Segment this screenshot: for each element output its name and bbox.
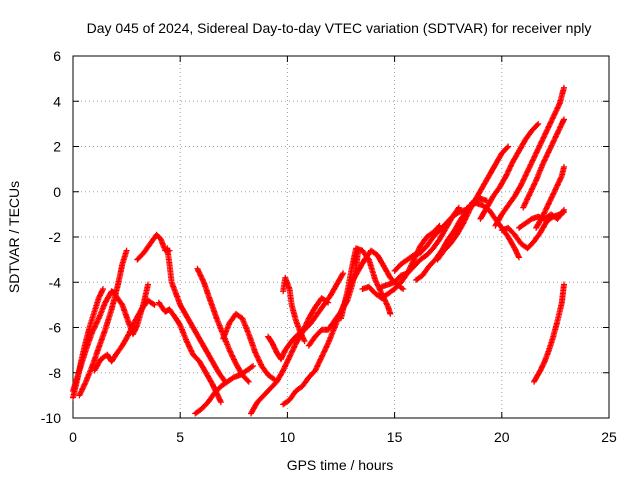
series-markers (76, 247, 130, 399)
series-arc-31 (531, 281, 567, 385)
y-tick-label: -6 (49, 320, 62, 336)
series-arc-26 (492, 84, 567, 229)
series-markers (531, 281, 567, 385)
series-arc-13 (265, 270, 347, 363)
series-arc-30 (533, 163, 567, 231)
series-markers (338, 245, 394, 322)
chart-title: Day 045 of 2024, Sidereal Day-to-day VTE… (87, 20, 592, 36)
series-markers (164, 245, 229, 385)
series-arc-14 (280, 274, 308, 345)
y-tick-label: -2 (49, 229, 62, 245)
series-arc-24 (466, 200, 522, 261)
y-tick-label: -8 (49, 365, 62, 381)
series-markers (498, 209, 567, 252)
x-tick-label: 10 (280, 429, 296, 445)
y-tick-label: 0 (53, 184, 61, 200)
x-axis-ticks: 0 5 10 15 20 25 (69, 56, 617, 445)
x-tick-label: 15 (387, 429, 403, 445)
series-markers (533, 163, 567, 231)
series-arc-06 (134, 231, 173, 263)
series-markers (220, 310, 278, 383)
series-markers (492, 84, 567, 229)
series-markers (280, 274, 308, 345)
y-tick-label: 2 (53, 139, 61, 155)
series-arc-09 (192, 363, 257, 417)
y-axis-ticks: -10 -8 -6 -4 -2 0 2 4 6 (41, 48, 609, 426)
x-tick-label: 25 (601, 429, 617, 445)
y-tick-label: -4 (49, 274, 62, 290)
y-axis-label: SDTVAR / TECUs (6, 181, 22, 293)
series-arc-03 (76, 247, 130, 399)
x-axis-label: GPS time / hours (287, 457, 394, 473)
series-markers (265, 270, 347, 363)
series-arc-25 (477, 120, 542, 222)
series-arc-21 (391, 202, 475, 274)
data-series (70, 84, 567, 417)
series-markers (520, 116, 567, 211)
series-markers (134, 231, 173, 263)
series-arc-23 (434, 143, 512, 263)
x-tick-label: 5 (176, 429, 184, 445)
series-markers (192, 363, 257, 417)
series-arc-27 (498, 209, 567, 252)
series-markers (434, 143, 512, 263)
series-arc-08 (164, 245, 229, 385)
series-arc-02 (70, 288, 119, 394)
x-tick-label: 0 (69, 429, 77, 445)
series-markers (466, 200, 522, 261)
series-markers (70, 288, 119, 394)
series-arc-29 (520, 116, 567, 211)
series-arc-17 (338, 245, 394, 322)
x-tick-label: 20 (494, 429, 510, 445)
y-tick-label: 6 (53, 48, 61, 64)
series-markers (112, 281, 151, 338)
series-markers (391, 202, 475, 274)
series-arc-05 (112, 281, 151, 338)
series-markers (477, 120, 542, 222)
y-tick-label: 4 (53, 93, 61, 109)
y-tick-label: -10 (41, 410, 61, 426)
series-arc-11 (220, 310, 278, 383)
